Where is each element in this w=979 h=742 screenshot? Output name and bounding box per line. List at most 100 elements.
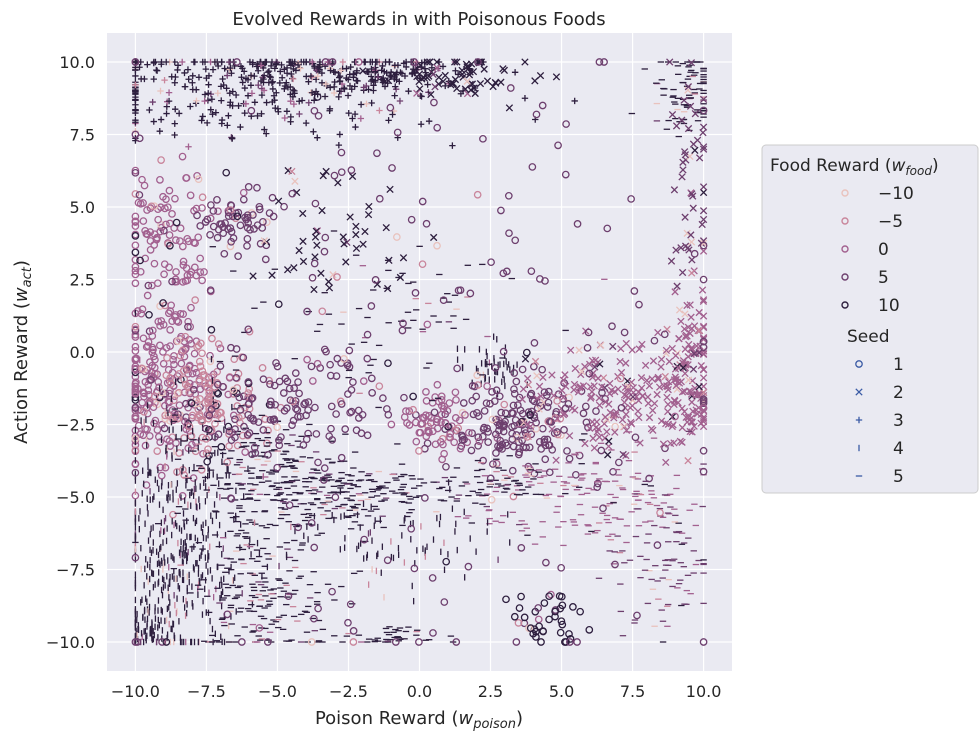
scatter-point <box>198 204 206 212</box>
scatter-point <box>139 431 148 440</box>
scatter-point <box>244 325 253 334</box>
legend-hue-entries: −10 −5 0 5 10 <box>841 184 914 316</box>
scatter-point <box>677 378 685 386</box>
scatter-point <box>156 463 165 472</box>
scatter-point <box>536 401 545 410</box>
scatter-point <box>494 442 502 451</box>
scatter-point <box>427 90 435 99</box>
scatter-point <box>593 428 601 436</box>
scatter-point <box>238 431 247 440</box>
scatter-point <box>606 390 614 398</box>
scatter-point <box>314 604 322 613</box>
scatter-point <box>320 247 329 256</box>
scatter-point <box>131 330 140 339</box>
scatter-point <box>553 414 561 423</box>
scatter-point <box>131 262 140 271</box>
scatter-point <box>204 379 213 388</box>
scatter-point <box>660 330 669 339</box>
scatter-point <box>474 433 483 442</box>
scatter-point <box>431 440 440 449</box>
scatter-point <box>135 134 144 143</box>
scatter-point <box>184 66 192 73</box>
scatter-point <box>491 364 500 372</box>
scatter-point <box>310 259 319 268</box>
scatter-point <box>581 439 589 448</box>
scatter-point <box>219 223 227 231</box>
scatter-point <box>225 430 233 438</box>
scatter-point <box>412 437 421 446</box>
scatter-point <box>688 398 696 406</box>
x-tick-label: 5.0 <box>549 682 574 701</box>
scatter-point <box>150 75 157 83</box>
scatter-point <box>150 58 158 66</box>
scatter-point <box>347 386 356 394</box>
scatter-point <box>241 109 248 117</box>
scatter-point <box>681 213 689 221</box>
scatter-point <box>699 247 708 255</box>
scatter-point <box>531 357 540 366</box>
scatter-point <box>681 345 689 353</box>
scatter-point <box>427 414 436 422</box>
scatter-point <box>415 447 423 455</box>
scatter-point <box>475 58 484 66</box>
scatter-point <box>294 378 302 386</box>
scatter-point <box>585 626 594 634</box>
scatter-point <box>347 407 356 416</box>
scatter-point <box>318 307 327 316</box>
scatter-point <box>311 199 320 208</box>
scatter-point <box>264 426 272 435</box>
scatter-point <box>307 362 316 371</box>
scatter-point <box>601 398 610 406</box>
scatter-point <box>615 458 623 467</box>
scatter-point <box>250 224 258 233</box>
scatter-point <box>156 127 163 135</box>
scatter-point <box>194 175 203 183</box>
scatter-point <box>699 404 708 413</box>
scatter-point <box>629 393 637 401</box>
scatter-point <box>699 188 708 197</box>
scatter-point <box>439 440 447 449</box>
scatter-point <box>253 60 261 68</box>
scatter-point <box>271 65 279 72</box>
scatter-point <box>589 434 597 442</box>
scatter-point <box>571 406 579 414</box>
scatter-point <box>132 81 139 89</box>
scatter-point <box>329 271 337 279</box>
x-tick-label: 2.5 <box>478 682 503 701</box>
scatter-point <box>227 201 236 210</box>
scatter-point <box>675 306 684 314</box>
scatter-point <box>318 79 326 86</box>
scatter-point <box>440 402 449 411</box>
scatter-point <box>405 88 412 95</box>
scatter-point <box>354 406 363 415</box>
scatter-point <box>452 67 459 74</box>
scatter-point <box>683 229 691 237</box>
scatter-point <box>468 80 477 88</box>
scatter-point <box>487 495 496 504</box>
scatter-point <box>689 365 698 373</box>
legend-style-label: 2 <box>893 383 904 403</box>
scatter-point <box>345 346 354 355</box>
scatter-point <box>526 624 535 632</box>
scatter-point <box>557 563 566 572</box>
scatter-point <box>218 58 225 66</box>
scatter-point <box>244 378 253 386</box>
scatter-point <box>499 347 508 356</box>
scatter-point <box>586 424 594 432</box>
scatter-point <box>688 256 696 264</box>
scatter-point <box>207 106 214 113</box>
scatter-point <box>339 233 347 241</box>
y-tick-label: 0.0 <box>70 343 95 362</box>
scatter-point <box>195 74 203 81</box>
scatter-point <box>699 95 708 104</box>
scatter-point <box>650 336 659 345</box>
scatter-point <box>158 58 165 66</box>
scatter-point <box>562 638 570 646</box>
scatter-point <box>453 84 461 93</box>
scatter-point <box>379 394 387 403</box>
scatter-point <box>255 202 264 211</box>
scatter-point <box>687 313 695 321</box>
scatter-point <box>689 140 698 148</box>
scatter-point <box>234 413 243 422</box>
scatter-point <box>686 329 694 338</box>
